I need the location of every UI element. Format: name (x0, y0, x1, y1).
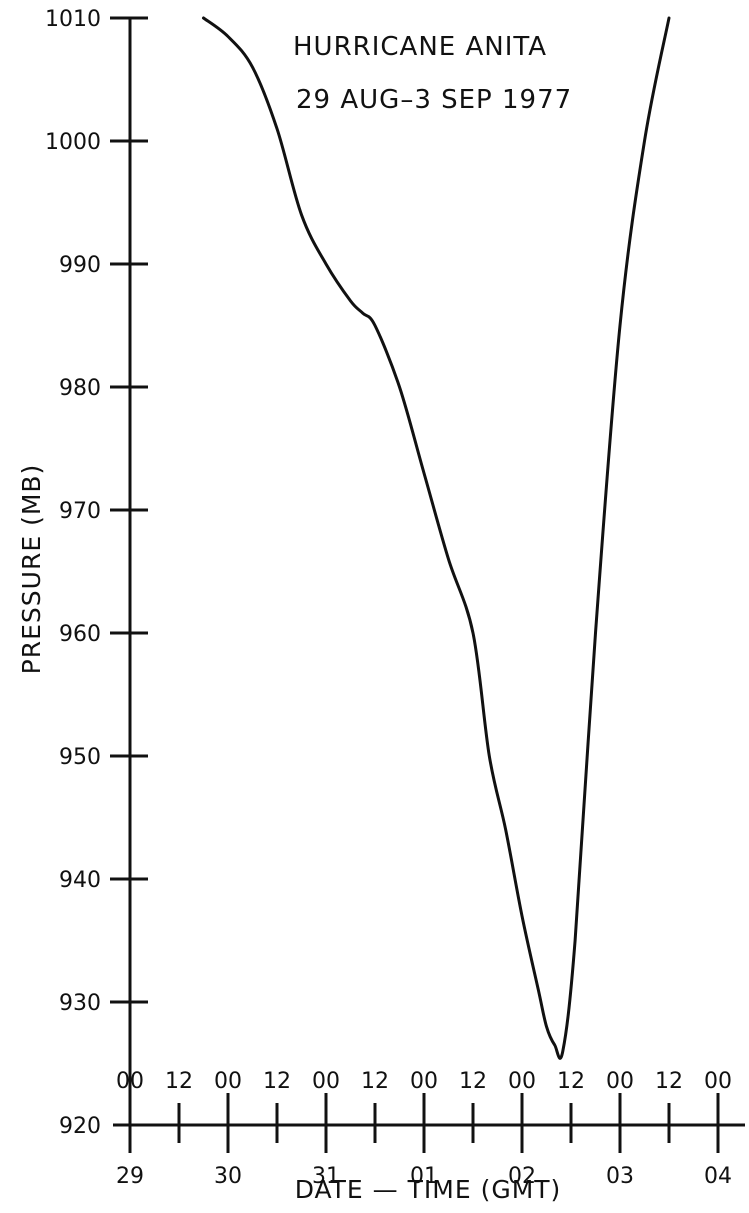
x-axis: 00 29 12 00 30 12 00 31 12 00 01 12 00 02 12 00 03 12 00 04 (113, 1069, 745, 1189)
y-tick-label: 920 (59, 1114, 101, 1139)
y-axis: 920 930 940 950 960 970 980 990 1000 1010 (45, 7, 148, 1139)
x-tick-hour-label: 00 (410, 1069, 438, 1094)
x-tick-day-label: 29 (116, 1164, 144, 1189)
x-tick-day-label: 01 (410, 1164, 438, 1189)
x-tick-day-label: 31 (312, 1164, 340, 1189)
y-tick-label: 980 (59, 376, 101, 401)
pressure-series-line (202, 16, 671, 1060)
y-tick-label: 1010 (45, 7, 101, 32)
y-tick-label: 950 (59, 745, 101, 770)
x-tick-day-label: 03 (606, 1164, 634, 1189)
x-tick-day-label: 04 (704, 1164, 732, 1189)
x-tick-hour-label: 00 (508, 1069, 536, 1094)
chart-title: HURRICANE ANITA (293, 32, 547, 62)
x-tick-hour-label: 12 (165, 1069, 193, 1094)
x-axis-label: DATE — TIME (GMT) (295, 1175, 562, 1204)
y-tick-label: 990 (59, 253, 101, 278)
y-tick-label: 970 (59, 499, 101, 524)
y-tick-label: 940 (59, 868, 101, 893)
x-tick-day-label: 30 (214, 1164, 242, 1189)
y-tick-label: 1000 (45, 130, 101, 155)
y-axis-label: PRESSURE (MB) (17, 464, 46, 675)
x-tick-hour-label: 00 (214, 1069, 242, 1094)
y-tick-label: 930 (59, 991, 101, 1016)
y-tick-label: 960 (59, 622, 101, 647)
chart-subtitle: 29 AUG–3 SEP 1977 (296, 85, 572, 115)
x-tick-hour-label: 12 (655, 1069, 683, 1094)
x-tick-hour-label: 12 (361, 1069, 389, 1094)
x-tick-hour-label: 00 (312, 1069, 340, 1094)
x-tick-hour-label: 12 (557, 1069, 585, 1094)
x-tick-hour-label: 00 (116, 1069, 144, 1094)
x-tick-hour-label: 00 (606, 1069, 634, 1094)
series-layer (202, 16, 671, 1060)
x-tick-hour-label: 12 (263, 1069, 291, 1094)
x-tick-hour-label: 00 (704, 1069, 732, 1094)
x-tick-day-label: 02 (508, 1164, 536, 1189)
x-tick-hour-label: 12 (459, 1069, 487, 1094)
